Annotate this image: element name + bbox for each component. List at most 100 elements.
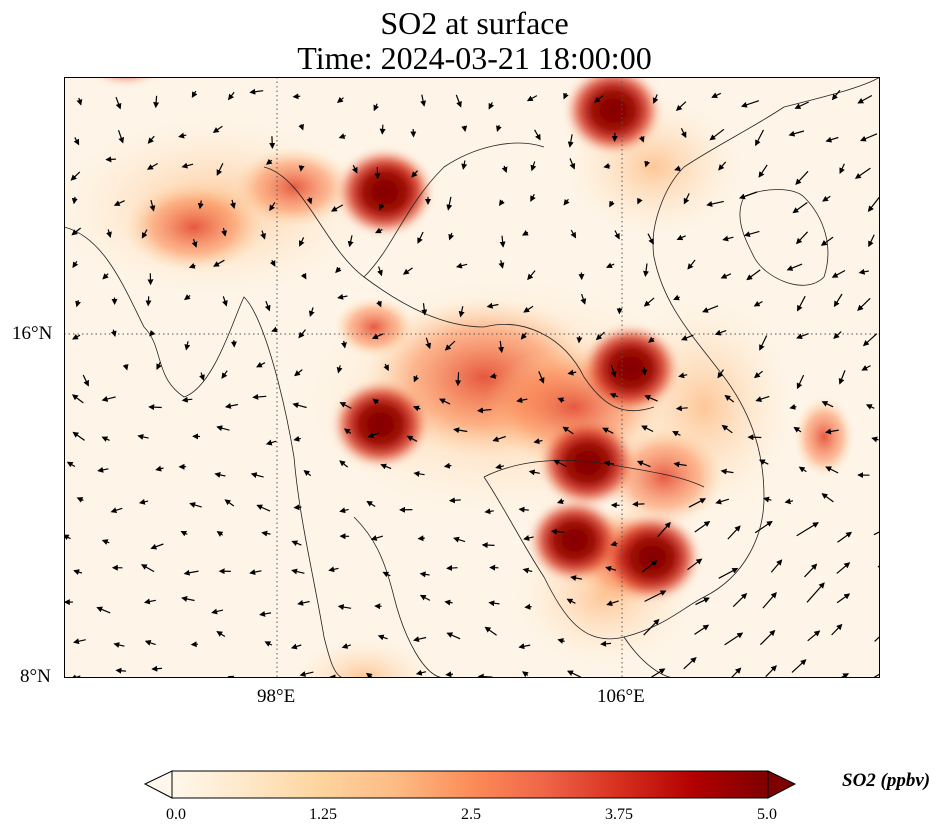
- wind-arrow: [188, 262, 196, 269]
- wind-arrow: [833, 293, 843, 308]
- wind-arrow: [765, 665, 777, 678]
- wind-arrow: [862, 333, 878, 347]
- chart-title: SO2 at surface: [380, 5, 569, 41]
- wind-arrow: [874, 635, 880, 642]
- wind-arrow: [461, 160, 468, 170]
- wind-arrow: [694, 624, 710, 635]
- wind-arrow: [66, 461, 76, 468]
- wind-arrow: [337, 604, 352, 611]
- chart-subtitle-time: Time: 2024-03-21 18:00:00: [297, 40, 652, 76]
- wind-arrow: [720, 468, 734, 475]
- wind-arrow: [212, 125, 223, 133]
- wind-arrow: [106, 229, 112, 238]
- wind-arrow: [294, 369, 303, 377]
- wind-arrow: [789, 403, 797, 410]
- so2-hotspot: [100, 77, 152, 84]
- wind-arrow: [73, 569, 83, 575]
- coastlines-borders: [64, 77, 880, 678]
- wind-arrow: [75, 300, 81, 308]
- wind-arrow: [299, 671, 314, 677]
- wind-arrow: [265, 439, 277, 446]
- wind-arrow: [181, 596, 195, 602]
- wind-arrow: [740, 100, 760, 108]
- wind-arrow: [523, 305, 534, 313]
- so2-hotspot: [333, 382, 428, 467]
- wind-arrow: [501, 165, 508, 174]
- wind-arrow: [299, 237, 305, 247]
- wind-arrow: [230, 340, 237, 348]
- wind-arrow: [676, 234, 686, 241]
- wind-arrow: [796, 374, 805, 390]
- wind-arrow: [261, 530, 271, 537]
- wind-arrow: [566, 598, 576, 605]
- so2-hotspot: [530, 500, 620, 581]
- wind-arrow: [643, 297, 655, 307]
- wind-arrow: [82, 374, 89, 387]
- colorbar-tick-4: 5.0: [757, 806, 777, 823]
- wind-arrow: [73, 638, 86, 645]
- wind-arrow: [211, 608, 224, 615]
- wind-arrow: [292, 93, 301, 100]
- wind-arrow: [222, 296, 228, 307]
- wind-arrow: [337, 293, 348, 300]
- wind-arrow: [722, 235, 734, 242]
- wind-arrow: [297, 599, 310, 606]
- wind-arrow: [496, 125, 502, 132]
- wind-arrow: [413, 470, 425, 477]
- wind-arrow: [308, 307, 315, 318]
- wind-arrow: [146, 162, 158, 170]
- wind-arrow: [110, 507, 123, 514]
- wind-arrow: [796, 522, 819, 537]
- wind-arrow: [530, 161, 537, 172]
- wind-arrow: [181, 162, 194, 169]
- wind-arrow: [113, 642, 125, 648]
- wind-arrow: [216, 631, 226, 638]
- wind-arrow: [753, 370, 763, 379]
- wind-arrow: [376, 300, 382, 308]
- wind-arrow: [328, 566, 339, 573]
- wind-arrow: [854, 167, 871, 179]
- wind-arrow: [183, 569, 199, 576]
- wind-arrow: [857, 297, 871, 312]
- wind-arrow: [550, 528, 565, 535]
- wind-arrow: [822, 195, 831, 202]
- wind-arrow: [831, 89, 841, 101]
- wind-arrow: [724, 394, 735, 403]
- wind-arrow: [533, 438, 543, 445]
- wind-arrow: [820, 236, 834, 246]
- wind-arrow: [858, 268, 869, 275]
- wind-arrow: [527, 270, 536, 281]
- wind-arrow: [110, 329, 117, 338]
- wind-arrow: [298, 165, 305, 172]
- wind-arrow: [214, 471, 226, 478]
- wind-arrow: [72, 431, 85, 441]
- wind-arrow: [151, 665, 163, 672]
- wind-arrow: [199, 372, 205, 381]
- wind-arrow: [293, 435, 301, 442]
- wind-arrow: [795, 170, 809, 185]
- wind-arrow: [714, 329, 727, 336]
- wind-arrow: [338, 133, 346, 139]
- wind-arrow: [838, 370, 846, 385]
- wind-arrow: [672, 431, 681, 437]
- wind-arrow: [610, 540, 618, 547]
- wind-arrow: [256, 504, 271, 512]
- wind-arrow: [148, 404, 162, 411]
- wind-arrow: [636, 460, 651, 468]
- wind-arrow: [455, 262, 468, 269]
- wind-arrow: [352, 164, 358, 174]
- wind-arrow: [521, 230, 529, 236]
- so2-hotspots: [100, 77, 700, 600]
- wind-arrow: [448, 232, 455, 241]
- wind-arrow: [439, 398, 451, 405]
- wind-arrow: [269, 202, 276, 212]
- wind-arrow: [341, 340, 347, 349]
- wind-arrow: [421, 303, 428, 316]
- wind-arrow: [141, 229, 148, 239]
- wind-arrow: [825, 466, 839, 474]
- wind-arrow: [610, 364, 617, 378]
- wind-arrow: [602, 427, 614, 434]
- wind-arrow: [216, 162, 224, 176]
- wind-arrow: [122, 363, 129, 371]
- wind-arrow: [336, 365, 343, 374]
